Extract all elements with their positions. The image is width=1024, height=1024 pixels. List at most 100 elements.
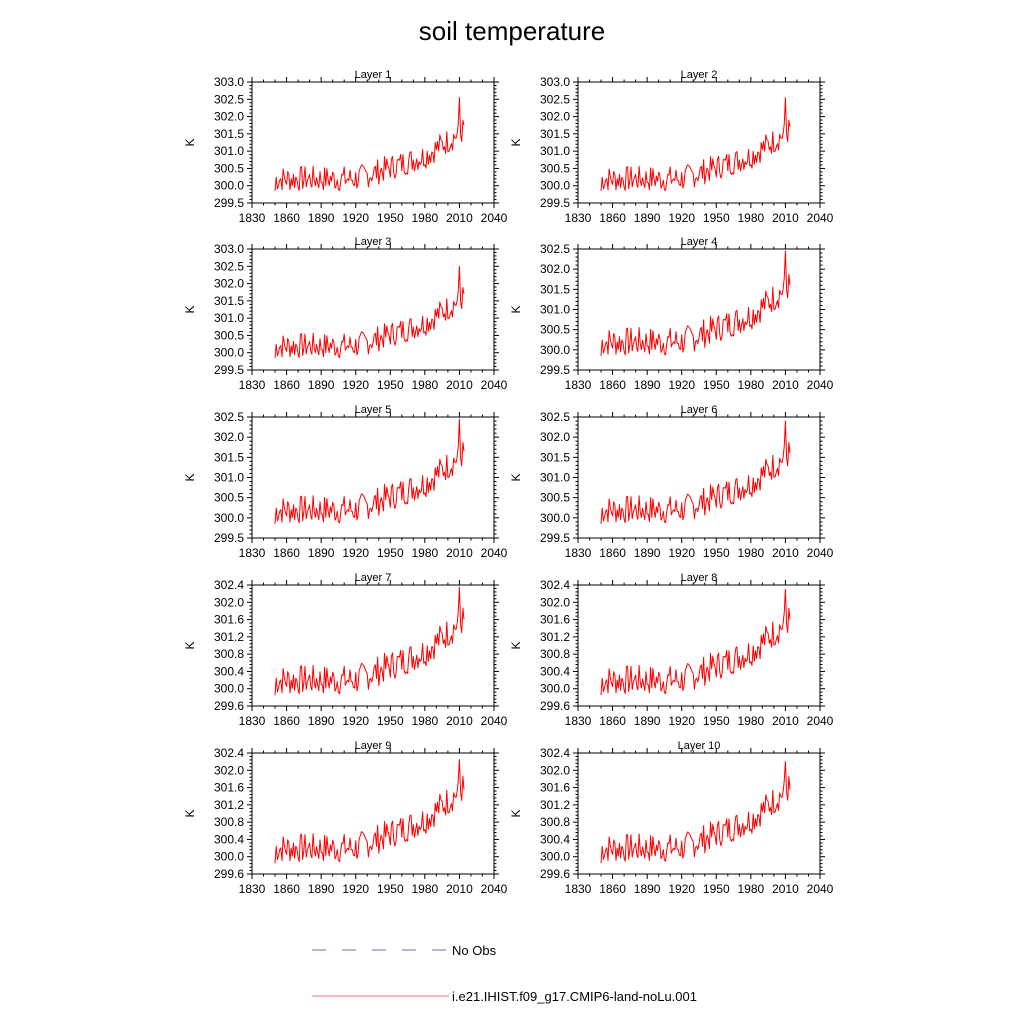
y-tick-label: 301.2 [540, 798, 570, 812]
y-tick-label: 299.5 [540, 363, 570, 377]
y-tick-label: 300.0 [214, 511, 244, 525]
y-tick-label: 302.0 [214, 110, 244, 124]
x-tick-label: 1920 [668, 378, 695, 392]
y-tick-label: 300.8 [214, 647, 244, 661]
x-tick-label: 1830 [239, 378, 266, 392]
x-tick-label: 1830 [565, 714, 592, 728]
y-tick-label: 300.0 [540, 682, 570, 696]
y-tick-label: 301.0 [540, 303, 570, 317]
legend-model-run-label: i.e21.IHIST.f09_g17.CMIP6-land-noLu.001 [452, 989, 697, 1004]
y-tick-label: 299.6 [540, 699, 570, 713]
y-axis-label: K [509, 138, 523, 146]
y-tick-label: 302.5 [540, 410, 570, 424]
y-tick-label: 299.5 [540, 531, 570, 545]
x-tick-label: 1860 [273, 714, 300, 728]
y-axis-label: K [509, 305, 523, 313]
x-tick-label: 2010 [772, 211, 799, 225]
y-tick-label: 301.5 [214, 127, 244, 141]
x-tick-label: 1830 [565, 882, 592, 896]
y-tick-label: 300.4 [540, 832, 570, 846]
soil-temperature-series-line [600, 420, 791, 524]
x-tick-label: 1890 [634, 714, 661, 728]
y-tick-label: 301.0 [214, 311, 244, 325]
y-tick-label: 303.0 [214, 75, 244, 89]
panel-title: Layer 10 [678, 740, 721, 752]
y-tick-label: 302.0 [214, 763, 244, 777]
y-tick-label: 302.0 [214, 595, 244, 609]
soil-temperature-series-line [600, 250, 791, 356]
x-tick-label: 1860 [599, 378, 626, 392]
x-tick-label: 1950 [377, 882, 404, 896]
panel-title: Layer 6 [681, 404, 718, 416]
x-tick-label: 2040 [481, 546, 508, 560]
x-tick-label: 2040 [807, 882, 834, 896]
x-tick-label: 1890 [308, 211, 335, 225]
y-tick-label: 301.6 [540, 781, 570, 795]
y-tick-label: 302.0 [540, 430, 570, 444]
y-tick-label: 300.8 [540, 815, 570, 829]
panel-layer-9: Layer 9 K 299.6 300.0 300.4 300.8 301.2 301.6 30… [183, 740, 508, 896]
plot-frame [251, 752, 495, 875]
panel-title: Layer 1 [355, 69, 392, 81]
x-tick-label: 1950 [703, 714, 730, 728]
legend-no-obs-label: No Obs [452, 943, 497, 958]
panel-layer-2: Layer 2 K 299.5 300.0 300.5 301.0 301.5 302.0 30… [509, 69, 834, 225]
panel-title: Layer 9 [355, 740, 392, 752]
panel-title: Layer 2 [681, 69, 718, 81]
y-tick-label: 302.5 [540, 92, 570, 106]
y-tick-label: 299.6 [214, 867, 244, 881]
x-tick-label: 1860 [599, 546, 626, 560]
x-tick-label: 2010 [446, 211, 473, 225]
x-tick-label: 1860 [599, 714, 626, 728]
x-tick-label: 1890 [634, 211, 661, 225]
x-tick-label: 2010 [772, 546, 799, 560]
y-axis-label: K [183, 138, 197, 146]
x-tick-label: 1830 [239, 211, 266, 225]
y-tick-label: 302.5 [214, 259, 244, 273]
y-tick-label: 300.5 [540, 491, 570, 505]
y-tick-label: 302.0 [214, 430, 244, 444]
x-tick-label: 2010 [772, 714, 799, 728]
x-tick-label: 1890 [308, 378, 335, 392]
panel-title: Layer 5 [355, 404, 392, 416]
panel-grid: Layer 1 K 299.5 300.0 300.5 301.0 301.5 302.0 30… [183, 69, 834, 896]
x-tick-label: 1920 [342, 378, 369, 392]
x-tick-label: 1950 [703, 546, 730, 560]
y-tick-label: 301.6 [214, 781, 244, 795]
soil-temperature-series-line [600, 97, 791, 191]
y-tick-label: 299.5 [540, 196, 570, 210]
panel-layer-5: Layer 5 K 299.5 300.0 300.5 301.0 301.5 302.0 30… [183, 404, 508, 560]
y-tick-label: 301.5 [540, 282, 570, 296]
soil-temperature-series-line [274, 418, 465, 524]
y-tick-label: 302.5 [214, 92, 244, 106]
y-tick-label: 301.5 [214, 294, 244, 308]
x-tick-label: 2010 [772, 882, 799, 896]
x-tick-label: 2040 [481, 714, 508, 728]
plot-frame [577, 81, 821, 204]
soil-temperature-series-line [274, 265, 465, 358]
x-tick-label: 1950 [703, 378, 730, 392]
y-tick-label: 303.0 [540, 75, 570, 89]
x-tick-label: 1890 [308, 546, 335, 560]
x-tick-label: 2010 [772, 378, 799, 392]
y-tick-label: 302.0 [540, 763, 570, 777]
x-tick-label: 1830 [565, 211, 592, 225]
y-tick-label: 301.0 [540, 144, 570, 158]
panel-title: Layer 3 [355, 236, 392, 248]
x-tick-label: 2040 [807, 378, 834, 392]
y-tick-label: 300.0 [214, 179, 244, 193]
y-tick-label: 302.0 [540, 110, 570, 124]
x-tick-label: 1980 [738, 882, 765, 896]
y-tick-label: 302.0 [540, 262, 570, 276]
x-tick-label: 1860 [273, 546, 300, 560]
y-tick-label: 301.2 [214, 798, 244, 812]
x-tick-label: 1980 [738, 714, 765, 728]
x-tick-label: 1950 [377, 714, 404, 728]
y-tick-label: 300.5 [540, 161, 570, 175]
y-tick-label: 300.5 [214, 491, 244, 505]
x-tick-label: 1860 [273, 882, 300, 896]
x-tick-label: 1890 [308, 714, 335, 728]
x-tick-label: 1950 [377, 211, 404, 225]
x-tick-label: 1920 [342, 714, 369, 728]
soil-temperature-series-line [600, 761, 791, 864]
